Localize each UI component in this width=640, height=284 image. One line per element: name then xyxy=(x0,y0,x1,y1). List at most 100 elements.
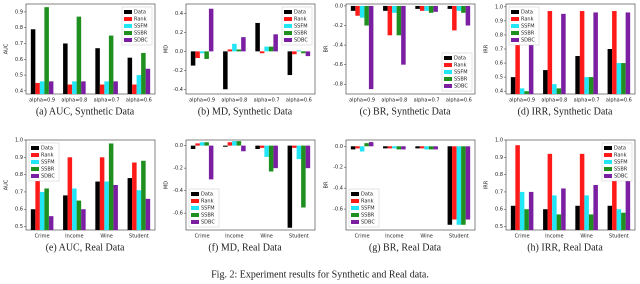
plot-area xyxy=(345,139,476,231)
bar xyxy=(424,5,429,11)
y-tick-label: 0.6 xyxy=(15,57,23,63)
legend-swatch xyxy=(124,31,132,35)
legend-swatch xyxy=(444,70,452,74)
bar xyxy=(48,81,54,94)
bar xyxy=(593,12,598,94)
legend-swatch xyxy=(444,56,452,60)
bar xyxy=(401,146,406,150)
y-tick-label: 0.0 xyxy=(175,143,183,149)
bar xyxy=(227,49,233,52)
legend-swatch xyxy=(511,17,519,21)
x-tick-label: alpha=0.8 xyxy=(381,98,407,104)
bar xyxy=(296,50,302,52)
chart-caption: (b) MD, Synthetic Data xyxy=(198,106,293,117)
x-tick-label: alpha=0.6 xyxy=(286,98,312,104)
y-tick-label: 0.0 xyxy=(335,144,343,150)
y-tick-label: 0.9 xyxy=(495,18,503,24)
bar xyxy=(359,146,365,152)
bar xyxy=(575,205,580,230)
bar xyxy=(127,178,133,230)
bar xyxy=(621,63,626,94)
y-tick-label: -0.2 xyxy=(173,166,183,172)
y-tick-label: -0.2 xyxy=(333,23,343,29)
y-axis-label: MD xyxy=(164,45,170,53)
bar xyxy=(364,5,369,26)
legend-label: Data xyxy=(614,146,626,152)
bar xyxy=(259,145,265,148)
bar xyxy=(528,13,534,94)
bar xyxy=(264,145,269,157)
bar xyxy=(81,209,86,230)
legend-swatch xyxy=(511,38,519,42)
x-tick-label: Income xyxy=(385,234,403,240)
x-tick-label: alpha=0.9 xyxy=(509,98,535,104)
x-tick-label: alpha=0.6 xyxy=(126,98,152,104)
bar xyxy=(296,145,302,160)
legend-label: Rank xyxy=(614,153,627,159)
bar xyxy=(433,5,438,12)
y-tick-label: 0.5 xyxy=(495,224,503,230)
bar xyxy=(359,5,365,18)
bar xyxy=(355,146,360,149)
chart-caption: (c) BR, Synthetic Data xyxy=(359,106,451,117)
bar xyxy=(616,63,622,94)
legend-swatch xyxy=(511,31,519,35)
bar xyxy=(561,188,566,230)
y-tick-label: 0.4 xyxy=(495,89,503,95)
legend-swatch xyxy=(444,63,452,67)
bar xyxy=(35,164,40,230)
bar xyxy=(199,142,205,146)
legend-swatch xyxy=(604,146,612,150)
legend-swatch xyxy=(191,213,199,217)
legend-label: SSBR xyxy=(294,31,308,37)
x-tick-label: Crime xyxy=(195,234,210,240)
legend-label: Rank xyxy=(201,199,214,205)
bar xyxy=(132,162,137,230)
y-axis-label: IRR xyxy=(484,180,490,189)
bar xyxy=(190,145,196,149)
bar xyxy=(392,5,397,13)
x-tick-label: alpha=0.7 xyxy=(254,98,280,104)
x-tick-label: alpha=0.7 xyxy=(94,98,120,104)
bar xyxy=(236,49,242,52)
bar xyxy=(104,181,109,230)
legend-swatch xyxy=(604,160,612,164)
y-tick-label: -0.8 xyxy=(333,82,343,88)
x-tick-label: Student xyxy=(449,234,469,240)
bar xyxy=(76,200,82,230)
legend-label: Rank xyxy=(521,17,534,23)
bar xyxy=(519,191,525,230)
legend-swatch xyxy=(191,192,199,196)
x-tick-label: Crime xyxy=(35,234,50,240)
bar xyxy=(465,5,471,26)
bar xyxy=(625,143,631,230)
y-tick-label: 1.0 xyxy=(495,4,503,10)
legend-swatch xyxy=(284,17,292,21)
bar xyxy=(81,81,86,94)
x-tick-label: Wine xyxy=(580,234,592,240)
legend-swatch xyxy=(604,174,612,178)
y-tick-label: -0.6 xyxy=(173,211,183,217)
bar xyxy=(63,43,68,94)
legend-label: Rank xyxy=(134,17,147,23)
bar xyxy=(588,214,594,230)
legend-swatch xyxy=(191,220,199,224)
bar xyxy=(392,146,397,149)
y-axis-label: IRR xyxy=(484,44,490,53)
plot-area xyxy=(345,3,476,95)
bar xyxy=(510,205,516,230)
legend-label: SDBC xyxy=(454,84,468,90)
legend-swatch xyxy=(351,199,359,203)
bar xyxy=(387,146,393,149)
bar xyxy=(419,146,425,149)
bar xyxy=(63,195,68,230)
bar xyxy=(190,51,196,66)
bar xyxy=(547,153,553,230)
bar xyxy=(136,190,142,230)
legend-label: Rank xyxy=(41,153,54,159)
bar xyxy=(104,81,109,94)
legend-label: Rank xyxy=(294,17,307,23)
plot-area xyxy=(185,139,316,231)
legend-swatch xyxy=(284,38,292,42)
bar xyxy=(465,146,471,220)
